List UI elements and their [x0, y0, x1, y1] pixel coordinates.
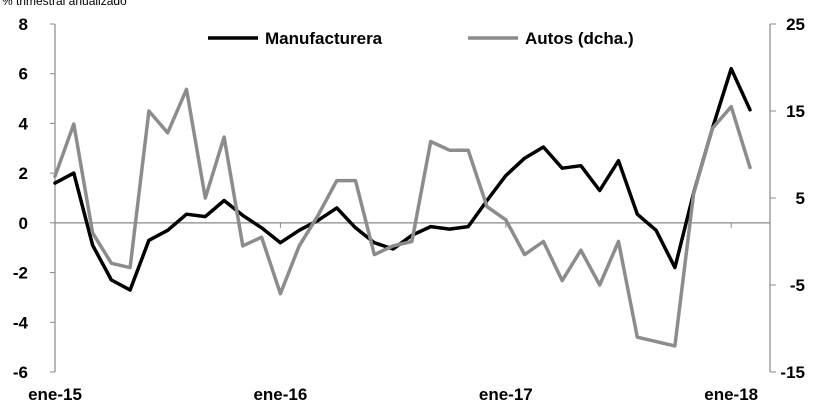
x-axis-ticks: ene-15 ene-16 ene-17 ene-18 [28, 222, 758, 404]
legend-label-manufacturera: Manufacturera [265, 29, 383, 48]
right-tick-label: 25 [786, 15, 805, 34]
left-tick-label: 6 [19, 65, 28, 84]
left-axis-ticks: -6 -4 -2 0 2 4 6 8 [13, 15, 55, 382]
left-tick-label: 4 [19, 114, 29, 133]
right-tick-label: 5 [796, 189, 805, 208]
left-tick-label: -2 [13, 264, 28, 283]
chart-subtitle: % trimestral anualizado [2, 0, 127, 8]
x-tick-label: ene-18 [704, 385, 758, 404]
series-line-autos [53, 87, 752, 348]
left-tick-label: 0 [19, 214, 28, 233]
x-tick-label: ene-16 [253, 385, 307, 404]
right-tick-label: 15 [786, 102, 805, 121]
x-tick-label: ene-15 [28, 385, 82, 404]
left-tick-label: -6 [13, 363, 28, 382]
x-tick-label: ene-17 [479, 385, 533, 404]
legend-label-autos: Autos (dcha.) [525, 29, 634, 48]
right-tick-label: -5 [790, 276, 805, 295]
left-tick-label: 8 [19, 15, 28, 34]
legend: Manufacturera Autos (dcha.) [208, 29, 634, 48]
series-line-manufacturera [53, 66, 752, 292]
left-tick-label: -4 [13, 313, 29, 332]
right-tick-label: -15 [780, 363, 805, 382]
series-lines [53, 66, 752, 348]
axes [54, 24, 771, 372]
right-axis-ticks: -15 -5 5 15 25 [770, 15, 805, 382]
left-tick-label: 2 [19, 164, 28, 183]
